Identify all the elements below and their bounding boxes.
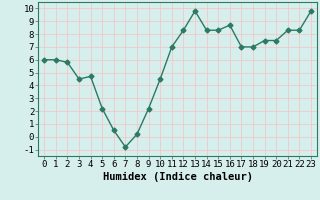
X-axis label: Humidex (Indice chaleur): Humidex (Indice chaleur) — [103, 172, 252, 182]
